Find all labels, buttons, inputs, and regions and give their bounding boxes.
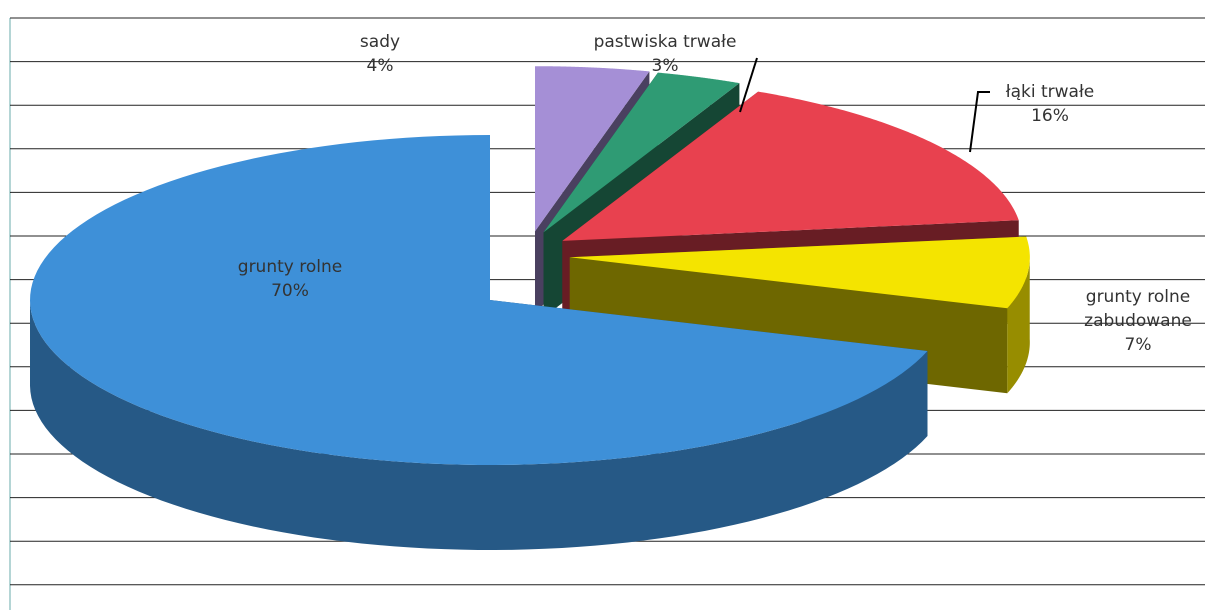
data-label: pastwiska trwałe 3% <box>565 30 765 78</box>
label-name: grunty rolne <box>237 257 343 277</box>
slice-side <box>30 300 928 550</box>
slice <box>30 135 928 465</box>
data-label: łąki trwałe 16% <box>975 80 1125 128</box>
slice <box>543 72 740 233</box>
data-label: grunty rolne 70% <box>210 255 370 303</box>
slice <box>562 91 1019 241</box>
label-value: 70% <box>271 281 309 301</box>
label-value: 3% <box>651 56 679 76</box>
data-label: sady 4% <box>350 30 410 78</box>
slice <box>569 236 1030 309</box>
label-value: 16% <box>1031 106 1069 126</box>
label-value: 4% <box>366 56 394 76</box>
label-name: pastwiska trwałe <box>593 32 737 52</box>
slice-side <box>1007 254 1030 394</box>
label-value: 7% <box>1124 335 1152 355</box>
label-name: grunty rolne zabudowane <box>1084 287 1192 331</box>
label-name: sady <box>359 32 401 52</box>
slice <box>535 66 650 232</box>
leader-line <box>969 91 990 153</box>
leader-line <box>739 57 758 113</box>
data-label: grunty rolne zabudowane 7% <box>1063 285 1205 357</box>
label-name: łąki trwałe <box>1005 82 1095 102</box>
